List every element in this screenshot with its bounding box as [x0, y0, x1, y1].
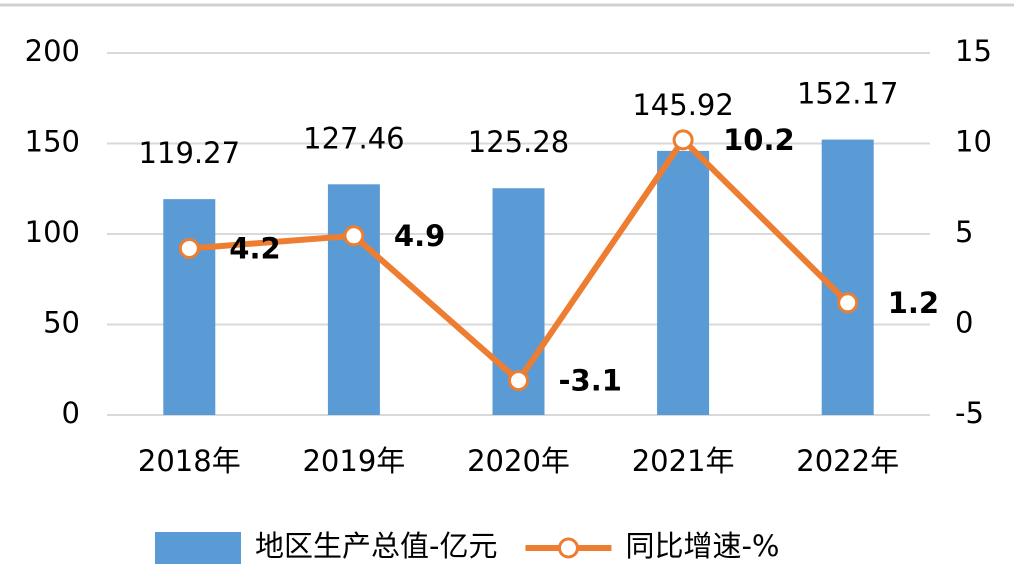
- y2-tick-label: 15: [955, 34, 992, 68]
- bar: [327, 184, 380, 415]
- x-tick-label: 2022年: [796, 444, 899, 478]
- line-point: [837, 292, 859, 314]
- bar-value-label: 152.17: [797, 77, 898, 111]
- y2-tick-label: 10: [955, 125, 992, 159]
- line-value-label: 4.2: [229, 231, 280, 265]
- x-tick-label: 2020年: [467, 444, 570, 478]
- bar-value-label: 119.27: [139, 136, 240, 170]
- bar: [657, 150, 710, 415]
- line-value-label: 10.2: [723, 123, 795, 157]
- bar-value-label: 145.92: [632, 88, 733, 122]
- legend-label: 地区生产总值-亿元: [255, 529, 497, 563]
- legend-label: 同比增速-%: [625, 529, 779, 563]
- x-tick-label: 2019年: [302, 444, 405, 478]
- y2-tick-label: 0: [955, 306, 973, 340]
- bar-value-label: 125.28: [468, 125, 569, 159]
- legend-swatch: [155, 532, 241, 564]
- line-point: [343, 225, 365, 247]
- line-point: [178, 237, 200, 259]
- y-tick-label: 150: [25, 125, 80, 159]
- y2-tick-label: 5: [955, 215, 973, 249]
- x-tick-label: 2021年: [632, 444, 735, 478]
- line-point: [672, 129, 694, 151]
- line-value-label: -3.1: [559, 364, 622, 398]
- y-tick-label: 0: [62, 396, 80, 430]
- bar-value-label: 127.46: [303, 121, 404, 155]
- line-value-label: 4.9: [394, 219, 445, 253]
- line-value-label: 1.2: [888, 286, 939, 320]
- y-tick-label: 200: [25, 34, 80, 68]
- legend-marker: [557, 537, 579, 559]
- bar: [163, 199, 216, 415]
- y-tick-label: 100: [25, 215, 80, 249]
- line-point: [508, 370, 529, 392]
- y2-tick-label: -5: [955, 396, 984, 430]
- y-tick-label: 50: [43, 306, 80, 340]
- bar: [821, 139, 874, 415]
- x-tick-label: 2018年: [138, 444, 241, 478]
